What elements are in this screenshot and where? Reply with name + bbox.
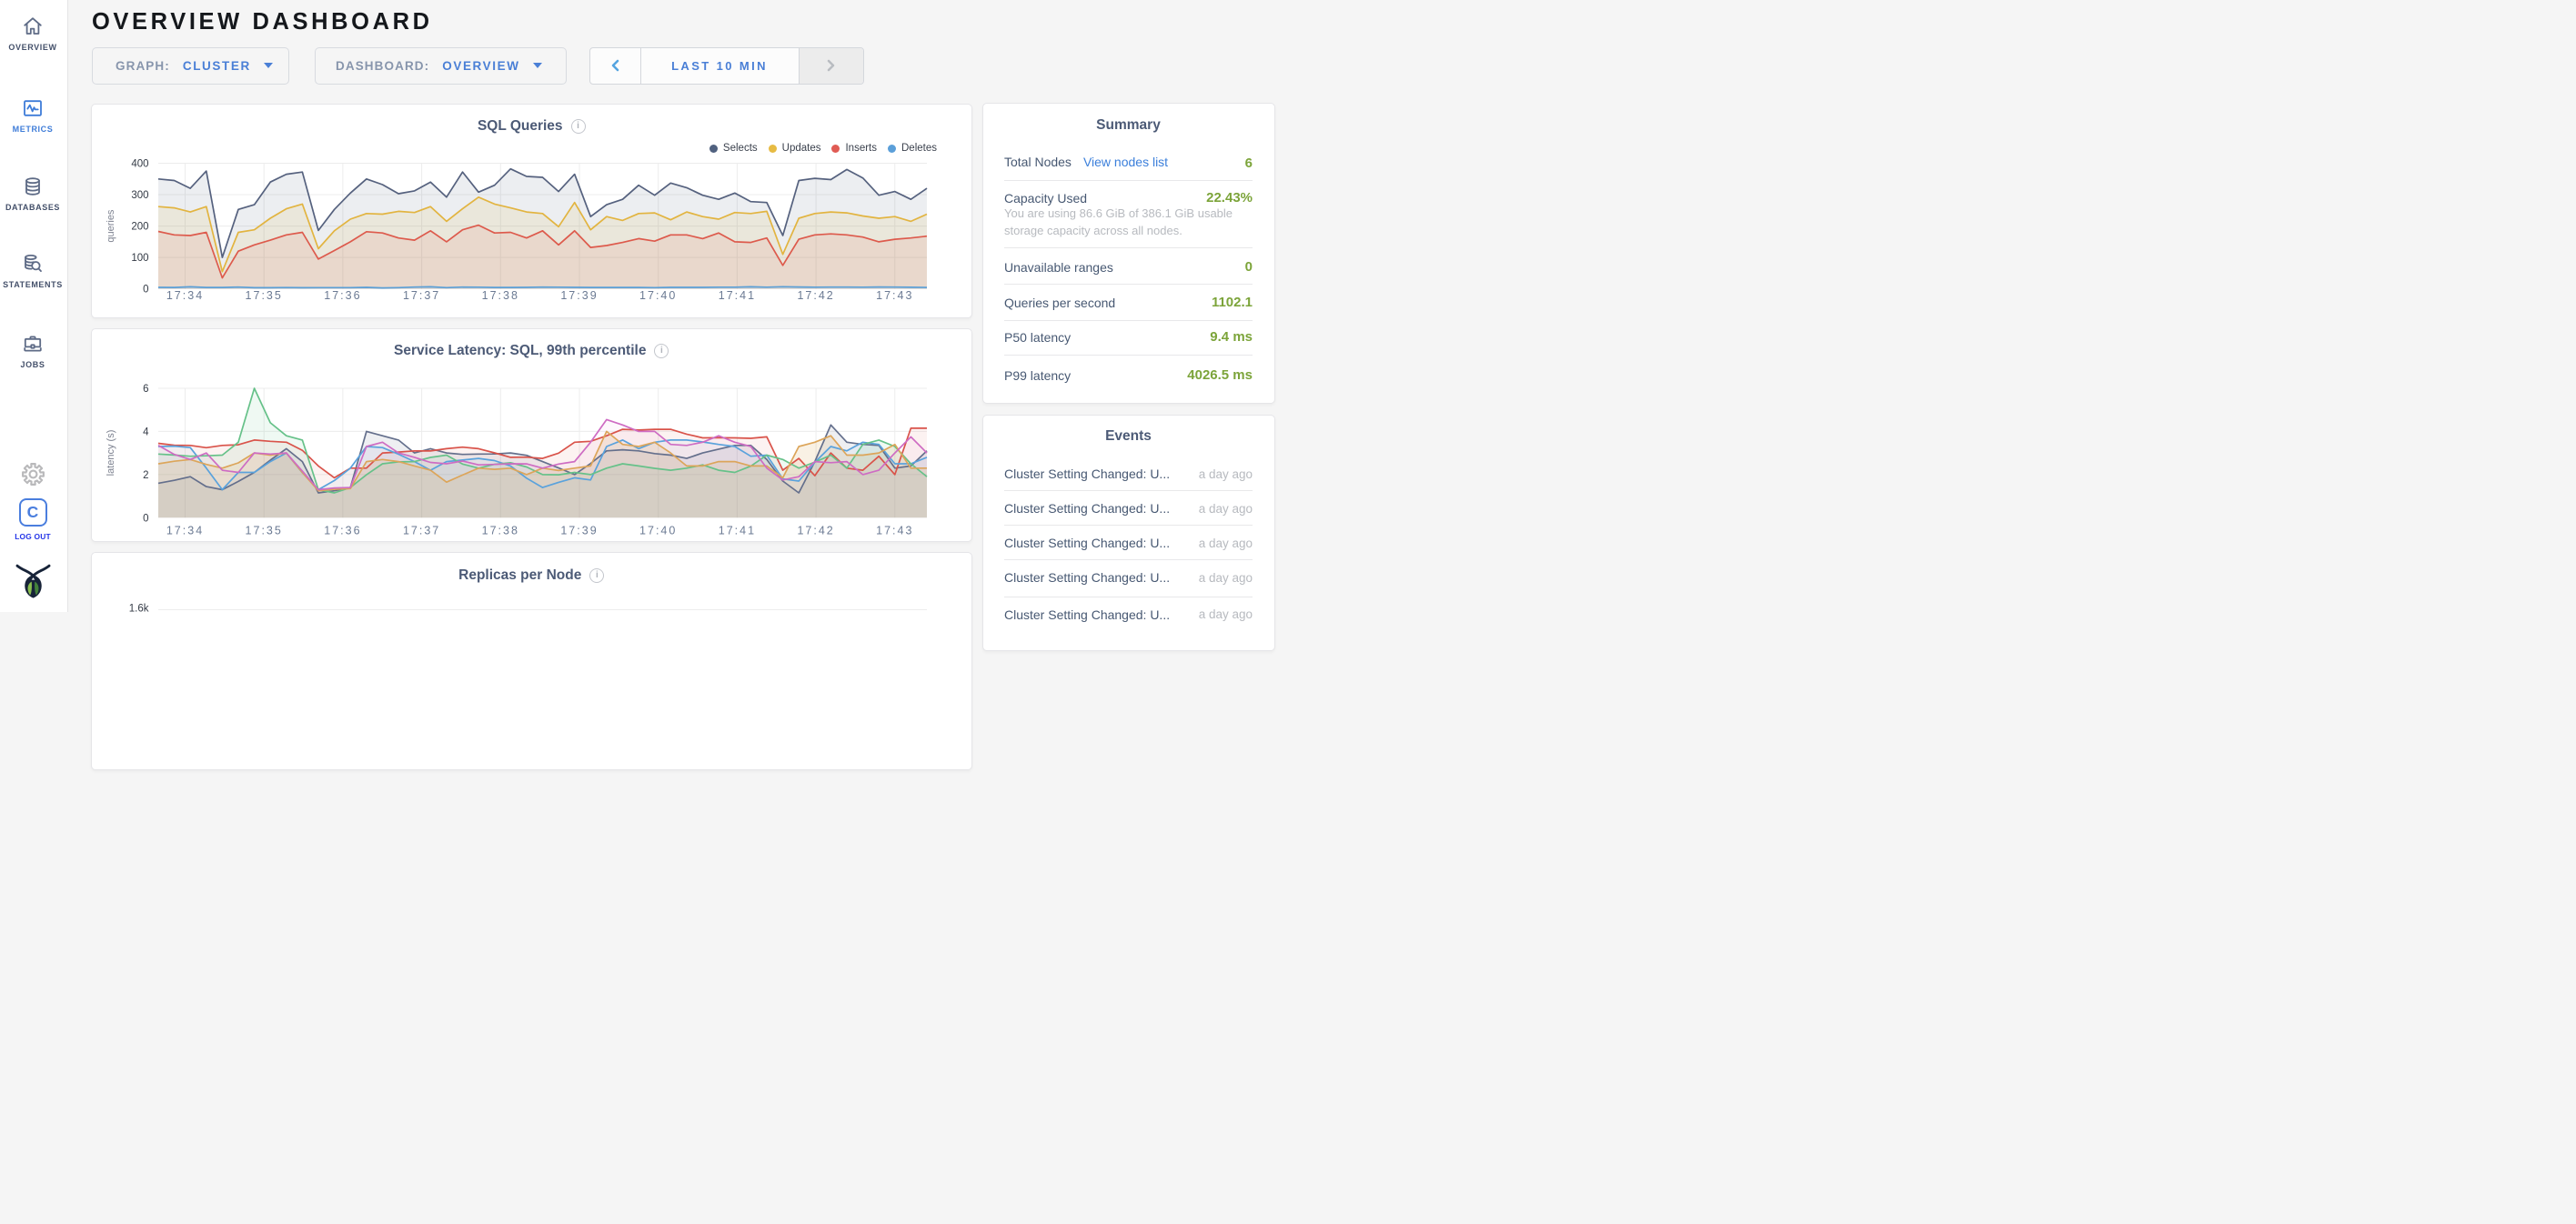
svg-text:400: 400: [131, 159, 148, 170]
svg-text:17:42: 17:42: [797, 289, 834, 302]
svg-text:17:34: 17:34: [166, 524, 204, 537]
svg-text:17:41: 17:41: [719, 524, 756, 537]
svg-text:200: 200: [131, 222, 148, 233]
svg-text:17:37: 17:37: [403, 524, 440, 537]
svg-text:300: 300: [131, 190, 148, 201]
svg-text:17:36: 17:36: [324, 289, 361, 302]
svg-text:17:39: 17:39: [560, 289, 598, 302]
svg-text:100: 100: [131, 253, 148, 264]
svg-text:2: 2: [143, 470, 148, 481]
svg-text:latency (s): latency (s): [106, 430, 116, 477]
svg-text:0: 0: [143, 285, 148, 296]
svg-text:17:38: 17:38: [482, 524, 519, 537]
svg-text:17:43: 17:43: [876, 524, 913, 537]
svg-text:6: 6: [143, 384, 148, 395]
svg-text:17:38: 17:38: [482, 289, 519, 302]
svg-text:17:43: 17:43: [876, 289, 913, 302]
svg-text:17:41: 17:41: [719, 289, 756, 302]
svg-text:17:35: 17:35: [246, 289, 283, 302]
svg-text:1.6k: 1.6k: [129, 603, 149, 614]
svg-text:17:34: 17:34: [166, 289, 204, 302]
svg-text:4: 4: [143, 426, 149, 437]
svg-text:17:42: 17:42: [797, 524, 834, 537]
svg-text:17:37: 17:37: [403, 289, 440, 302]
svg-text:0: 0: [143, 513, 148, 524]
svg-text:17:40: 17:40: [639, 524, 677, 537]
svg-text:17:39: 17:39: [560, 524, 598, 537]
svg-text:17:36: 17:36: [324, 524, 361, 537]
svg-text:17:35: 17:35: [246, 524, 283, 537]
svg-text:17:40: 17:40: [639, 289, 677, 302]
svg-text:queries: queries: [106, 209, 116, 243]
